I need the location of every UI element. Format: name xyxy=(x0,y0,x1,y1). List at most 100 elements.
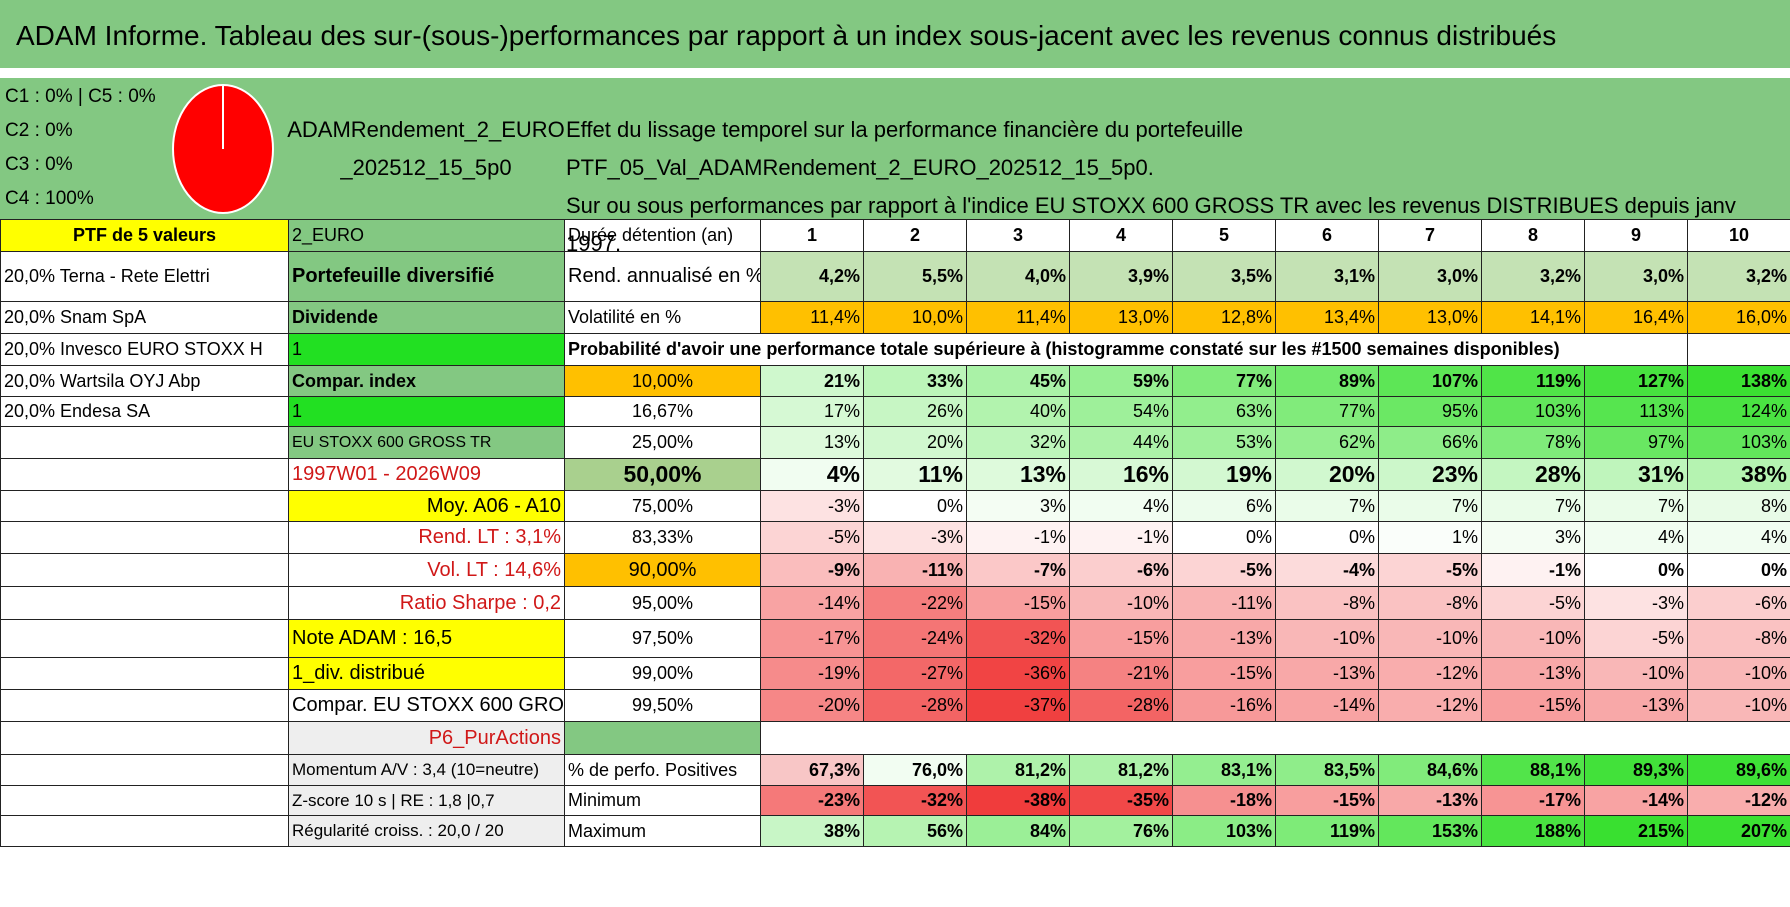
quantile-cell: 6% xyxy=(1172,490,1276,522)
quantile-label: 95,00% xyxy=(564,586,761,620)
vol-cell: 14,1% xyxy=(1481,301,1585,334)
quantile-cell: 0% xyxy=(1172,521,1276,554)
quantile-label: 99,00% xyxy=(564,657,761,690)
sharpe-label: Ratio Sharpe : 0,2 xyxy=(288,586,565,620)
quantile-cell: 16% xyxy=(1069,458,1173,491)
minimum-cell: -18% xyxy=(1172,785,1276,816)
rend-cell: 3,0% xyxy=(1584,251,1688,302)
quantile-cell: -12% xyxy=(1378,657,1482,690)
empty-cell xyxy=(564,721,761,755)
quantile-cell: -11% xyxy=(863,553,967,587)
quantile-cell: -5% xyxy=(1481,586,1585,620)
holding-3: 20,0% Invesco EURO STOXX H xyxy=(0,333,289,366)
quantile-cell: -3% xyxy=(863,521,967,554)
portfolio-name-panel: ADAMRendement_2_EURO _202512_15_5p0 xyxy=(287,78,565,219)
report-title: ADAM Informe. Tableau des sur-(sous-)per… xyxy=(0,0,1790,68)
quantile-cell: 89% xyxy=(1275,365,1379,397)
quantile-cell: -27% xyxy=(863,657,967,690)
quantile-cell: -8% xyxy=(1687,619,1790,658)
empty-cell xyxy=(0,553,289,587)
quantile-label: 97,50% xyxy=(564,619,761,658)
quantile-cell: 20% xyxy=(863,426,967,459)
holding-1: 20,0% Terna - Rete Elettri xyxy=(0,251,289,302)
quantile-cell: -1% xyxy=(1069,521,1173,554)
quantile-cell: -10% xyxy=(1069,586,1173,620)
vol-cell: 11,4% xyxy=(760,301,864,334)
quantile-cell: 3% xyxy=(966,490,1070,522)
quantile-cell: 138% xyxy=(1687,365,1790,397)
empty-cell xyxy=(0,721,289,755)
empty-cell xyxy=(0,586,289,620)
year-header: 4 xyxy=(1069,219,1173,252)
quantile-cell: 7% xyxy=(1584,490,1688,522)
strategy-label: P6_PurActions xyxy=(288,721,565,755)
rend-cell: 3,2% xyxy=(1687,251,1790,302)
vol-lt-label: Vol. LT : 14,6% xyxy=(288,553,565,587)
legend-c4: C4 : 100% xyxy=(5,188,94,209)
quantile-label: 99,50% xyxy=(564,689,761,722)
quantile-cell: -1% xyxy=(966,521,1070,554)
quantile-cell: -1% xyxy=(1481,553,1585,587)
quantile-cell: 40% xyxy=(966,396,1070,427)
year-header: 10 xyxy=(1687,219,1790,252)
positive-cell: 84,6% xyxy=(1378,754,1482,786)
dividend-label: Dividende xyxy=(288,301,565,334)
quantile-cell: -14% xyxy=(1275,689,1379,722)
minimum-cell: -23% xyxy=(760,785,864,816)
div-distributed: 1_div. distribué xyxy=(288,657,565,690)
portfolio-name-line1: ADAMRendement_2_EURO xyxy=(287,116,565,142)
quantile-cell: -15% xyxy=(1172,657,1276,690)
quantile-cell: 124% xyxy=(1687,396,1790,427)
positive-cell: 81,2% xyxy=(966,754,1070,786)
quantile-cell: 103% xyxy=(1687,426,1790,459)
empty-cell xyxy=(0,458,289,491)
portfolio-type: Portefeuille diversifié xyxy=(288,251,565,302)
compar-index-label: Compar. index xyxy=(288,365,565,397)
holding-4: 20,0% Wartsila OYJ Abp xyxy=(0,365,289,397)
positive-cell: 81,2% xyxy=(1069,754,1173,786)
quantile-cell: -8% xyxy=(1275,586,1379,620)
quantile-cell: 0% xyxy=(1275,521,1379,554)
quantile-cell: 20% xyxy=(1275,458,1379,491)
empty-cell xyxy=(0,619,289,658)
quantile-label: 90,00% xyxy=(564,553,761,587)
empty-cell xyxy=(0,521,289,554)
year-header: 5 xyxy=(1172,219,1276,252)
legend-c2: C2 : 0% xyxy=(5,120,73,141)
quantile-cell: -10% xyxy=(1481,619,1585,658)
quantile-cell: 7% xyxy=(1275,490,1379,522)
quantile-cell: -10% xyxy=(1378,619,1482,658)
period-label: 1997W01 - 2026W09 xyxy=(288,458,565,491)
maximum-cell: 56% xyxy=(863,815,967,847)
quantile-cell: -10% xyxy=(1687,689,1790,722)
quantile-cell: 107% xyxy=(1378,365,1482,397)
quantile-cell: -11% xyxy=(1172,586,1276,620)
index-name: EU STOXX 600 GROSS TR xyxy=(288,426,565,459)
minimum-cell: -32% xyxy=(863,785,967,816)
quantile-cell: 97% xyxy=(1584,426,1688,459)
quantile-cell: -28% xyxy=(1069,689,1173,722)
quantile-cell: -16% xyxy=(1172,689,1276,722)
quantile-cell: 7% xyxy=(1481,490,1585,522)
rend-lt-label: Rend. LT : 3,1% xyxy=(288,521,565,554)
quantile-cell: -28% xyxy=(863,689,967,722)
quantile-cell: -8% xyxy=(1378,586,1482,620)
quantile-cell: -6% xyxy=(1069,553,1173,587)
portfolio-name-line2: _202512_15_5p0 xyxy=(340,154,512,180)
quantile-cell: 23% xyxy=(1378,458,1482,491)
year-header: 7 xyxy=(1378,219,1482,252)
compar-full-label: Compar. EU STOXX 600 GROSS TR xyxy=(288,689,565,722)
maximum-cell: 103% xyxy=(1172,815,1276,847)
quantile-cell: 28% xyxy=(1481,458,1585,491)
quantile-cell: 77% xyxy=(1172,365,1276,397)
quantile-cell: 3% xyxy=(1481,521,1585,554)
holding-5: 20,0% Endesa SA xyxy=(0,396,289,427)
vol-cell: 13,0% xyxy=(1069,301,1173,334)
vol-cell: 13,0% xyxy=(1378,301,1482,334)
quantile-cell: 32% xyxy=(966,426,1070,459)
quantile-cell: -37% xyxy=(966,689,1070,722)
minimum-cell: -14% xyxy=(1584,785,1688,816)
quantile-cell: -21% xyxy=(1069,657,1173,690)
rend-cell: 3,0% xyxy=(1378,251,1482,302)
title-separator xyxy=(0,68,1790,78)
